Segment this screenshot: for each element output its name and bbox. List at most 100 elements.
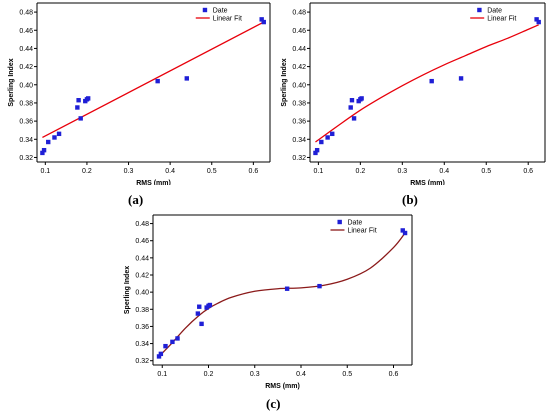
chart-c-x-tick-label: 0.5 bbox=[342, 371, 352, 378]
chart-c-data-point bbox=[158, 351, 164, 357]
chart-b-y-tick-label: 0.42 bbox=[292, 64, 306, 71]
chart-c-y-tick-label: 0.46 bbox=[135, 238, 149, 245]
chart-a-x-tick-label: 0.4 bbox=[165, 168, 175, 175]
chart-b-data-point bbox=[314, 147, 320, 153]
chart-a-y-tick-label: 0.34 bbox=[19, 137, 33, 144]
chart-b-data-point bbox=[351, 116, 357, 121]
chart-a-data-point bbox=[259, 17, 264, 22]
chart-b-data-point bbox=[348, 105, 353, 110]
chart-a-data-point bbox=[40, 150, 45, 156]
chart-a-fit-line bbox=[42, 21, 265, 139]
chart-b-data-point bbox=[429, 78, 434, 84]
chart-c-x-tick-label: 0.4 bbox=[296, 371, 306, 378]
chart-c-fit-line bbox=[158, 232, 406, 357]
chart-b-legend-label-date: Date bbox=[487, 8, 502, 15]
chart-b: 0.1 0.2 0.3 0.4 0.5 0.6 0.32 0.34 0.36 0.38 0.40 0.… bbox=[281, 2, 546, 185]
chart-a-x-axis-title: RMS (mm) bbox=[136, 180, 171, 185]
chart-c-y-axis-title: Sperling Index bbox=[124, 266, 131, 314]
chart-b-x-tick-label: 0.2 bbox=[355, 168, 365, 175]
chart-b-x-axis-title: RMS (mm) bbox=[410, 180, 445, 185]
chart-a-y-tick-label: 0.46 bbox=[19, 28, 33, 35]
chart-c-x-tick-label: 0.6 bbox=[389, 371, 399, 378]
chart-a-x-tick-label: 0.3 bbox=[124, 168, 134, 175]
chart-a-data-point bbox=[75, 105, 80, 110]
chart-c-data-point bbox=[195, 311, 201, 316]
chart-a-data-point bbox=[46, 139, 51, 145]
chart-c-legend-label-fit: Linear Fit bbox=[347, 228, 376, 235]
panel-label-b: (b) bbox=[402, 192, 418, 207]
chart-c-x-tick-label: 0.1 bbox=[157, 371, 167, 378]
chart-a-data-point bbox=[56, 131, 62, 137]
chart-a-data-point bbox=[76, 98, 81, 103]
chart-c-y-tick-label: 0.32 bbox=[135, 358, 149, 365]
chart-b-y-tick-label: 0.38 bbox=[292, 100, 306, 107]
chart-c-legend-label-date: Date bbox=[347, 220, 362, 227]
chart-b-y-tick-label: 0.32 bbox=[292, 155, 306, 162]
chart-b-y-tick-label: 0.48 bbox=[292, 10, 306, 17]
chart-a-x-tick-label: 0.1 bbox=[40, 168, 50, 175]
chart-a-y-tick-label: 0.40 bbox=[19, 82, 33, 89]
chart-c-y-tick-label: 0.42 bbox=[135, 273, 149, 280]
chart-c-data-point bbox=[175, 336, 180, 341]
chart-c-data-point bbox=[317, 283, 322, 289]
chart-b-legend-marker-date bbox=[477, 7, 482, 13]
chart-b-x-tick-label: 0.5 bbox=[481, 168, 491, 175]
chart-c-data-point bbox=[199, 321, 204, 327]
chart-c-x-tick-label: 0.2 bbox=[204, 371, 214, 378]
chart-b-y-tick-label: 0.46 bbox=[292, 28, 306, 35]
chart-c-y-tick-label: 0.38 bbox=[135, 307, 149, 314]
chart-c-data-point bbox=[170, 339, 175, 345]
chart-b-fit-line bbox=[315, 24, 539, 143]
chart-b-x-tick-label: 0.3 bbox=[397, 168, 407, 175]
chart-c-x-axis-title: RMS (mm) bbox=[265, 383, 300, 390]
chart-a-data-point bbox=[184, 76, 189, 81]
panel-label-a: (a) bbox=[128, 192, 144, 207]
chart-a-y-tick-label: 0.32 bbox=[19, 155, 33, 162]
chart-a-y-tick-label: 0.44 bbox=[19, 46, 33, 53]
chart-c-data-point bbox=[197, 304, 202, 309]
chart-a-y-tick-label: 0.48 bbox=[19, 10, 33, 17]
chart-b-data-point bbox=[534, 17, 539, 22]
chart-a-x-tick-label: 0.6 bbox=[248, 168, 258, 175]
chart-b-data-point bbox=[330, 131, 335, 137]
chart-b-y-axis-title: Sperling Index bbox=[281, 58, 288, 106]
chart-b-y-tick-label: 0.40 bbox=[292, 82, 306, 89]
chart-b-y-tick-label: 0.44 bbox=[292, 46, 306, 53]
chart-c-data-point bbox=[156, 354, 162, 359]
chart-a-data-point bbox=[155, 78, 160, 84]
chart-a: 0.1 0.2 0.3 0.4 0.5 0.6 0.32 0.34 0.36 0.38 0.40 0.… bbox=[8, 2, 271, 185]
chart-a-data-point bbox=[78, 116, 83, 121]
chart-b-data-point bbox=[536, 19, 541, 25]
chart-c-data-point bbox=[400, 228, 405, 233]
chart-c-y-tick-label: 0.34 bbox=[135, 341, 149, 348]
chart-c-legend-marker-date bbox=[337, 219, 342, 225]
chart-b-x-tick-label: 0.1 bbox=[314, 168, 324, 175]
chart-b-data-point bbox=[458, 76, 464, 81]
chart-c-data-point bbox=[402, 230, 408, 236]
chart-c-x-tick-label: 0.3 bbox=[250, 371, 260, 378]
chart-a-x-tick-label: 0.2 bbox=[82, 168, 92, 175]
chart-c-y-tick-label: 0.44 bbox=[135, 255, 149, 262]
chart-a-y-axis-title: Sperling Index bbox=[8, 58, 15, 106]
chart-b-x-tick-label: 0.4 bbox=[439, 168, 449, 175]
chart-a-data-point bbox=[261, 19, 266, 25]
chart-c-y-tick-label: 0.36 bbox=[135, 324, 149, 331]
panel-label-c: (c) bbox=[266, 396, 281, 411]
chart-b-data-point bbox=[313, 150, 318, 156]
chart-c-data-point bbox=[163, 343, 168, 349]
chart-b-legend-label-fit: Linear Fit bbox=[487, 16, 516, 23]
chart-a-data-point bbox=[41, 147, 47, 153]
chart-b-y-tick-label: 0.36 bbox=[292, 119, 306, 126]
chart-c-data-point bbox=[284, 286, 290, 291]
chart-b-data-point bbox=[325, 135, 330, 140]
chart-a-data-point bbox=[52, 135, 57, 140]
chart-a-legend-marker-date bbox=[202, 7, 208, 13]
chart-c-data-point bbox=[207, 302, 213, 308]
chart-c-y-tick-label: 0.48 bbox=[135, 221, 149, 228]
chart-c-y-tick-label: 0.40 bbox=[135, 290, 149, 297]
chart-a-y-tick-label: 0.36 bbox=[19, 119, 33, 126]
chart-a-y-tick-label: 0.42 bbox=[19, 64, 33, 71]
chart-a-legend-label-fit: Linear Fit bbox=[213, 16, 242, 23]
chart-b-data-point bbox=[359, 96, 364, 101]
